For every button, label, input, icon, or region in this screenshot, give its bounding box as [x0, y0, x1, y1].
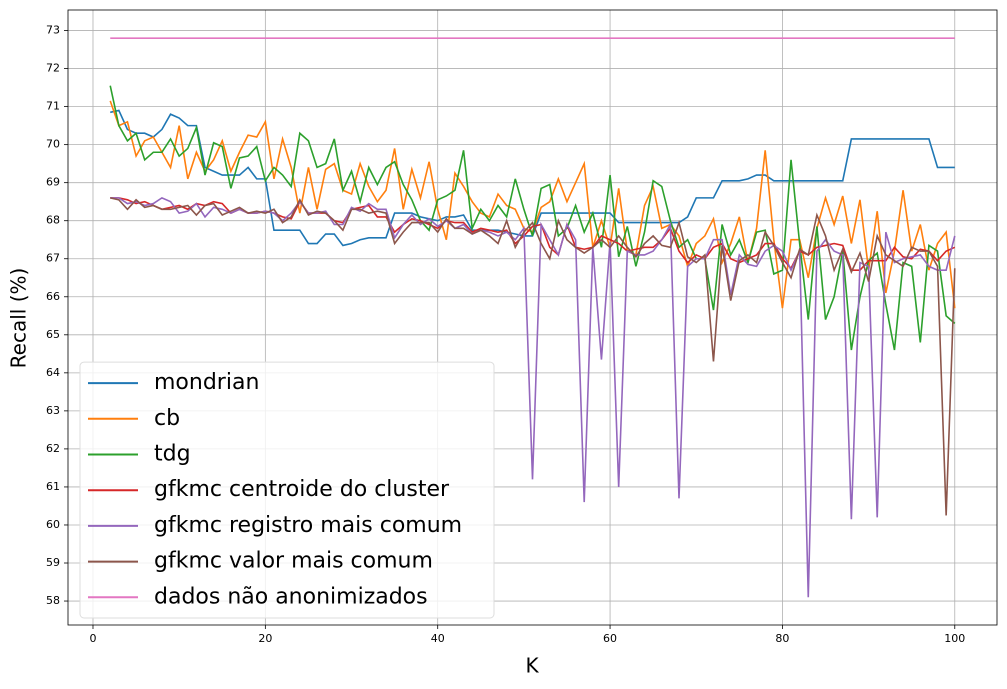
x-axis-label: K — [525, 654, 539, 678]
x-tick-label: 0 — [89, 632, 96, 645]
x-tick-label: 40 — [431, 632, 445, 645]
legend-label: gfkmc valor mais comum — [154, 549, 433, 574]
plot-frame — [67, 9, 998, 626]
y-tick-label: 58 — [46, 594, 60, 607]
y-tick-label: 59 — [46, 556, 60, 569]
y-tick-label: 63 — [46, 404, 60, 417]
y-tick-label: 68 — [46, 214, 60, 227]
legend-label: tdg — [154, 442, 191, 467]
legend-box — [79, 361, 495, 619]
lines — [109, 37, 956, 598]
series-line — [110, 197, 956, 516]
y-tick-label: 69 — [46, 176, 60, 189]
legend: mondrian cb tdg gfkmc centroide do cluster g… — [79, 361, 495, 619]
y-tick-label: 73 — [46, 24, 60, 37]
x-tick-label: 100 — [944, 632, 965, 645]
y-tick-label: 67 — [46, 252, 60, 265]
y-tick-label: 60 — [46, 518, 60, 531]
y-tick-label: 61 — [46, 480, 60, 493]
series-line — [110, 109, 955, 247]
legend-label: gfkmc centroide do cluster — [154, 477, 450, 502]
y-tick-label: 65 — [46, 328, 60, 341]
series-line — [109, 85, 956, 351]
legend-label: dados não anonimizados — [154, 584, 428, 609]
legend-label: cb — [154, 406, 180, 431]
series-line — [109, 100, 956, 309]
y-tick-label: 66 — [46, 290, 60, 303]
y-tick-label: 64 — [46, 366, 60, 379]
ticks: 0 20 40 60 80 100 58 59 60 61 62 63 64 65 66 67 68 69 70 71… — [46, 24, 965, 645]
x-tick-label: 20 — [258, 632, 272, 645]
legend-label: gfkmc registro mais comum — [154, 513, 462, 538]
legend-label: mondrian — [154, 370, 259, 395]
y-tick-label: 62 — [46, 442, 60, 455]
y-tick-label: 72 — [46, 62, 60, 75]
x-tick-label: 60 — [603, 632, 617, 645]
y-tick-label: 70 — [46, 138, 60, 151]
y-axis-label: Recall (%) — [7, 268, 31, 369]
y-tick-label: 71 — [46, 100, 60, 113]
x-tick-label: 80 — [775, 632, 789, 645]
